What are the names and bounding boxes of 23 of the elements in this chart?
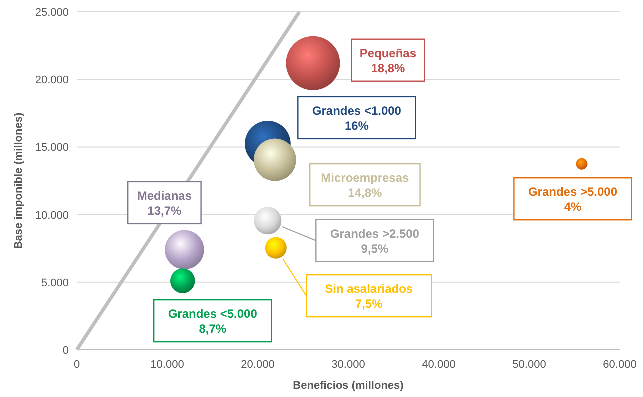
x-tick-label: 0 [74, 359, 80, 371]
annotation: Grandes <1.000 16% [312, 104, 402, 133]
annotation: Medianas 13,7% [137, 188, 192, 218]
annotation: Grandes <5.000 8,7% [168, 307, 258, 336]
y-tick-label: 10.000 [35, 210, 69, 222]
annotation: Grandes >2.500 9,5% [330, 226, 420, 256]
annotation: Microempresas 14,8% [321, 171, 410, 200]
x-tick-label: 10.000 [150, 359, 184, 371]
y-tick-label: 20.000 [35, 74, 69, 87]
y-tick-label: 5.000 [41, 277, 69, 290]
annotation: Grandes >5.000 4% [528, 185, 618, 214]
x-tick-label: 30.000 [332, 359, 366, 371]
y-tick-label: 25.000 [35, 7, 69, 19]
annotation: Sin asalariados 7,5% [325, 282, 414, 312]
x-tick-label: 20.000 [241, 359, 275, 371]
y-axis-title: Base imponible (millones) [13, 112, 25, 250]
y-tick-label: 0 [62, 345, 69, 357]
x-tick-label: 40.000 [422, 359, 456, 371]
annotation: Pequeñas 18,8% [360, 46, 417, 76]
x-axis-title: Beneficios (millones) [293, 380, 404, 392]
y-tick-label: 15.000 [35, 142, 69, 154]
x-tick-label: 50.000 [512, 359, 546, 371]
x-tick-label: 60.000 [603, 359, 637, 371]
